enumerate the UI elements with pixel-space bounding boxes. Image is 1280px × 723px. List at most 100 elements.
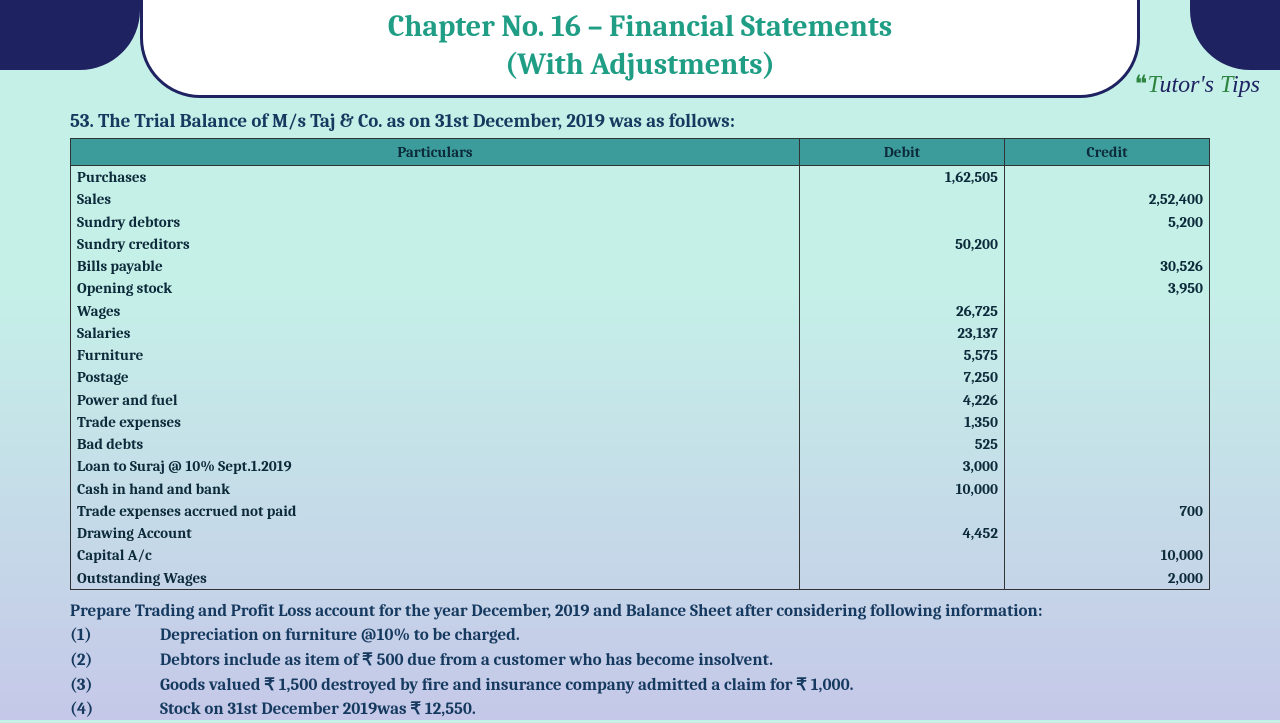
question-text: 53. The Trial Balance of M/s Taj & Co. a… xyxy=(70,110,1210,132)
table-row: Drawing Account4,452 xyxy=(71,522,1210,544)
brand-logo: ❝Tutor's Tips xyxy=(1135,70,1260,99)
table-row: Loan to Suraj @ 10% Sept.1.20193,000 xyxy=(71,455,1210,477)
note-number: (1) xyxy=(70,624,160,649)
corner-decoration-right xyxy=(1190,0,1280,70)
table-row: Trade expenses1,350 xyxy=(71,411,1210,433)
note-number: (3) xyxy=(70,674,160,699)
cell-particulars: Sundry creditors xyxy=(71,233,800,255)
cell-particulars: Outstanding Wages xyxy=(71,567,800,590)
title-line1: Chapter No. 16 – Financial Statements xyxy=(388,9,892,44)
cell-debit xyxy=(799,277,1004,299)
cell-credit: 30,526 xyxy=(1004,255,1209,277)
cell-debit: 7,250 xyxy=(799,366,1004,388)
cell-debit xyxy=(799,255,1004,277)
cell-credit xyxy=(1004,233,1209,255)
table-row: Furniture5,575 xyxy=(71,344,1210,366)
cell-particulars: Bad debts xyxy=(71,433,800,455)
cell-particulars: Cash in hand and bank xyxy=(71,478,800,500)
cell-particulars: Sundry debtors xyxy=(71,211,800,233)
table-row: Bad debts525 xyxy=(71,433,1210,455)
table-row: Outstanding Wages 2,000 xyxy=(71,567,1210,590)
cell-credit xyxy=(1004,478,1209,500)
cell-particulars: Capital A/c xyxy=(71,544,800,566)
cell-debit xyxy=(799,500,1004,522)
cell-credit xyxy=(1004,166,1209,189)
note-text: Goods valued ₹ 1,500 destroyed by fire a… xyxy=(160,674,854,699)
note-number: (4) xyxy=(70,698,160,723)
header-debit: Debit xyxy=(799,139,1004,166)
table-row: Wages26,725 xyxy=(71,300,1210,322)
cell-debit: 1,62,505 xyxy=(799,166,1004,189)
cell-credit: 2,000 xyxy=(1004,567,1209,590)
note-text: Debtors include as item of ₹ 500 due fro… xyxy=(160,649,773,674)
table-row: Purchases1,62,505 xyxy=(71,166,1210,189)
cell-particulars: Loan to Suraj @ 10% Sept.1.2019 xyxy=(71,455,800,477)
cell-debit: 4,452 xyxy=(799,522,1004,544)
corner-decoration-left xyxy=(0,0,140,70)
header-particulars: Particulars xyxy=(71,139,800,166)
cell-credit: 10,000 xyxy=(1004,544,1209,566)
cell-particulars: Postage xyxy=(71,366,800,388)
cell-credit xyxy=(1004,389,1209,411)
adjustment-notes: Prepare Trading and Profit Loss account … xyxy=(70,600,1210,723)
note-item: (4)Stock on 31st December 2019was ₹ 12,5… xyxy=(70,698,1210,723)
note-item: (2)Debtors include as item of ₹ 500 due … xyxy=(70,649,1210,674)
cell-particulars: Salaries xyxy=(71,322,800,344)
cell-credit xyxy=(1004,366,1209,388)
table-row: Capital A/c 10,000 xyxy=(71,544,1210,566)
cell-debit: 23,137 xyxy=(799,322,1004,344)
note-item: (1)Depreciation on furniture @10% to be … xyxy=(70,624,1210,649)
cell-debit: 26,725 xyxy=(799,300,1004,322)
table-row: Bills payable 30,526 xyxy=(71,255,1210,277)
cell-credit xyxy=(1004,522,1209,544)
cell-debit: 3,000 xyxy=(799,455,1004,477)
note-text: Depreciation on furniture @10% to be cha… xyxy=(160,624,520,649)
cell-credit xyxy=(1004,300,1209,322)
table-row: Cash in hand and bank10,000 xyxy=(71,478,1210,500)
table-row: Sundry creditors50,200 xyxy=(71,233,1210,255)
content-area: 53. The Trial Balance of M/s Taj & Co. a… xyxy=(70,110,1210,723)
header-credit: Credit xyxy=(1004,139,1209,166)
leaf-icon: ❝ xyxy=(1135,72,1148,98)
table-row: Sundry debtors 5,200 xyxy=(71,211,1210,233)
notes-intro: Prepare Trading and Profit Loss account … xyxy=(70,600,1210,625)
cell-particulars: Power and fuel xyxy=(71,389,800,411)
cell-debit: 1,350 xyxy=(799,411,1004,433)
cell-debit: 5,575 xyxy=(799,344,1004,366)
cell-particulars: Wages xyxy=(71,300,800,322)
table-row: Opening stock 3,950 xyxy=(71,277,1210,299)
title-line2: (With Adjustments) xyxy=(505,47,775,82)
cell-debit: 50,200 xyxy=(799,233,1004,255)
trial-balance-table: Particulars Debit Credit Purchases1,62,5… xyxy=(70,138,1210,590)
cell-debit: 4,226 xyxy=(799,389,1004,411)
cell-credit: 700 xyxy=(1004,500,1209,522)
note-item: (3)Goods valued ₹ 1,500 destroyed by fir… xyxy=(70,674,1210,699)
cell-debit: 10,000 xyxy=(799,478,1004,500)
cell-credit xyxy=(1004,411,1209,433)
cell-particulars: Trade expenses xyxy=(71,411,800,433)
cell-particulars: Sales xyxy=(71,188,800,210)
cell-particulars: Drawing Account xyxy=(71,522,800,544)
table-row: Salaries23,137 xyxy=(71,322,1210,344)
cell-particulars: Furniture xyxy=(71,344,800,366)
table-row: Postage7,250 xyxy=(71,366,1210,388)
cell-debit xyxy=(799,188,1004,210)
cell-particulars: Bills payable xyxy=(71,255,800,277)
table-row: Sales2,52,400 xyxy=(71,188,1210,210)
cell-credit xyxy=(1004,433,1209,455)
cell-particulars: Opening stock xyxy=(71,277,800,299)
note-number: (2) xyxy=(70,649,160,674)
cell-debit xyxy=(799,211,1004,233)
cell-credit xyxy=(1004,455,1209,477)
cell-particulars: Purchases xyxy=(71,166,800,189)
cell-credit: 3,950 xyxy=(1004,277,1209,299)
cell-debit: 525 xyxy=(799,433,1004,455)
cell-particulars: Trade expenses accrued not paid xyxy=(71,500,800,522)
cell-credit: 5,200 xyxy=(1004,211,1209,233)
cell-debit xyxy=(799,544,1004,566)
chapter-title-banner: Chapter No. 16 – Financial Statements (W… xyxy=(140,0,1140,98)
note-text: Stock on 31st December 2019was ₹ 12,550. xyxy=(160,698,476,723)
table-row: Power and fuel4,226 xyxy=(71,389,1210,411)
table-row: Trade expenses accrued not paid 700 xyxy=(71,500,1210,522)
cell-credit xyxy=(1004,344,1209,366)
